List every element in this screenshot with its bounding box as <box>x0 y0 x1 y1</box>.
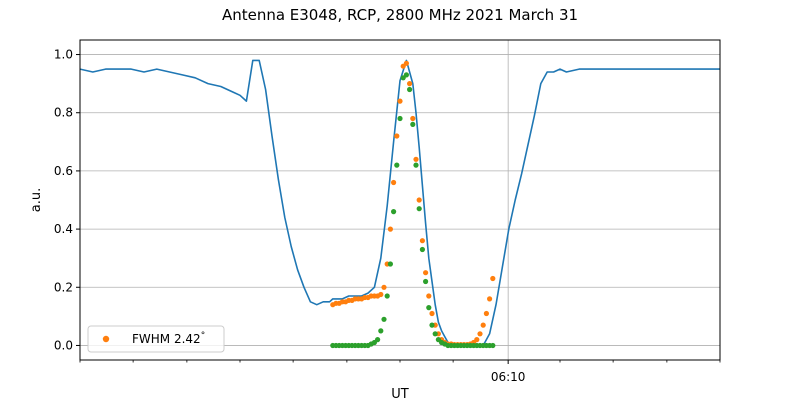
series-2-point <box>394 162 400 168</box>
series-2-point <box>423 278 429 285</box>
chart-title: Antenna E3048, RCP, 2800 MHz 2021 March … <box>222 6 578 24</box>
series-2-point <box>384 293 390 299</box>
series-1-point <box>483 310 489 317</box>
series-1-point <box>429 310 435 317</box>
y-tick-label: 0.4 <box>54 222 73 236</box>
series-1-point <box>397 98 403 104</box>
series-1-point <box>474 337 480 343</box>
x-axis: 06:10 <box>79 360 721 384</box>
y-tick-label: 1.0 <box>54 48 73 62</box>
series-2-point <box>429 322 435 328</box>
series-1-point <box>387 226 393 232</box>
x-axis-label: UT <box>391 387 409 400</box>
series-1-point <box>381 284 387 290</box>
series-1-point <box>423 270 429 276</box>
y-tick-label: 0.0 <box>54 338 73 352</box>
series-2-point <box>387 261 393 267</box>
y-axis-label: a.u. <box>29 188 44 212</box>
series-line <box>80 59 720 347</box>
series-2-point <box>416 206 422 212</box>
series-2-point <box>391 209 397 215</box>
legend-frame <box>87 325 225 353</box>
series-2-point <box>410 121 416 127</box>
series-1-point <box>407 81 413 87</box>
legend-label-fwhm-text: FWHM 2.42 <box>132 332 201 346</box>
series-1-point <box>391 179 397 186</box>
series-1-point <box>410 115 416 122</box>
series-2-point <box>381 316 387 322</box>
plot-area <box>80 59 720 349</box>
series-1-point <box>487 296 493 302</box>
series-1-point <box>490 275 496 282</box>
series-1-point <box>419 238 425 244</box>
series-layer <box>80 59 720 349</box>
series-2-point <box>407 86 413 93</box>
legend-label-fwhm-degree: ° <box>201 331 206 341</box>
series-2-point <box>490 342 496 349</box>
y-tick-label: 0.8 <box>54 106 73 120</box>
y-axis: 0.0 0.2 0.4 0.6 0.8 1.0 <box>54 48 80 352</box>
series-1-point <box>394 133 400 139</box>
series-2-point <box>432 331 438 337</box>
series-2-point <box>397 115 403 122</box>
series-1-point <box>477 331 483 337</box>
series-2-point <box>413 162 419 168</box>
legend-label-fwhm: FWHM 2.42° <box>132 331 205 346</box>
series-2-point <box>426 305 432 311</box>
series-1-point <box>378 291 384 298</box>
series-2-point <box>375 337 381 343</box>
series-1-point <box>426 293 432 299</box>
series-1-point <box>416 197 422 203</box>
series-1-point <box>403 60 409 66</box>
y-tick-label: 0.2 <box>54 280 73 294</box>
series-2-point <box>419 246 425 253</box>
legend: FWHM 2.42° <box>87 325 225 353</box>
x-tick-label: 06:10 <box>491 370 526 384</box>
y-tick-label: 0.6 <box>54 164 73 178</box>
series-1-point <box>413 156 419 162</box>
series-1-point <box>480 322 486 328</box>
series-2-point <box>378 328 384 334</box>
legend-marker-fwhm <box>102 335 110 343</box>
series-2-point <box>403 72 409 78</box>
